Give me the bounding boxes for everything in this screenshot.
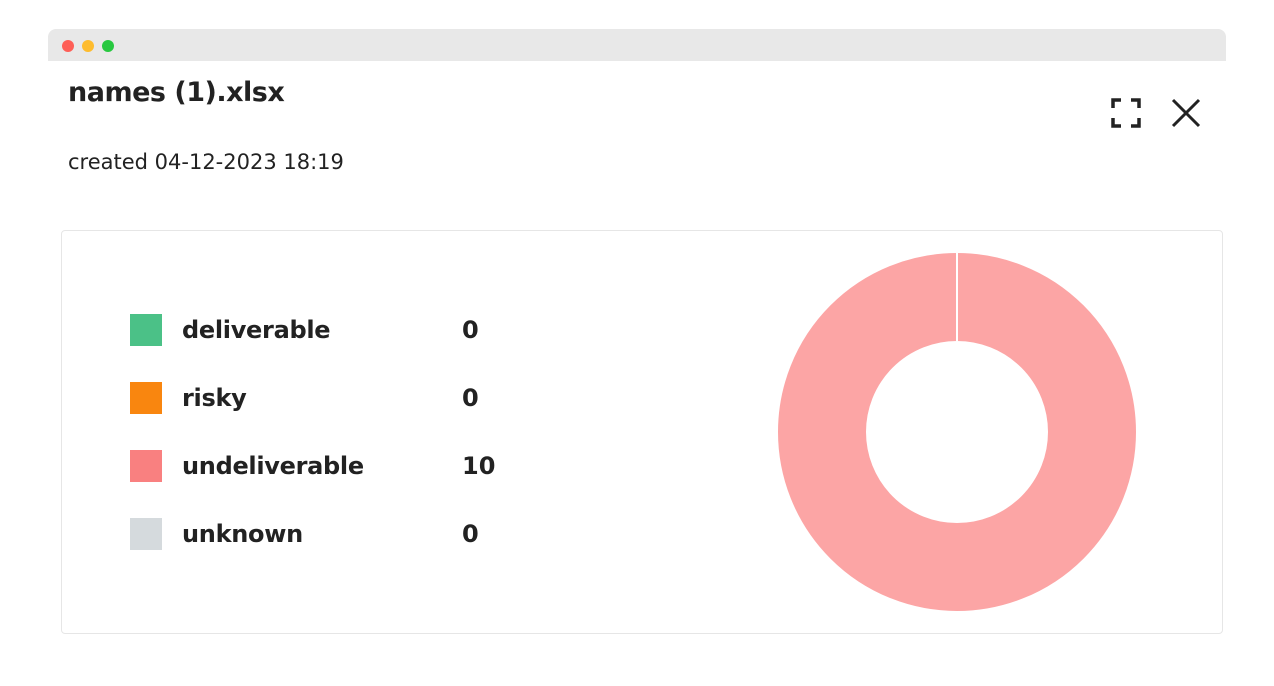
modal-window: names (1).xlsx created 04-12-2023 18:19 … bbox=[48, 29, 1226, 649]
legend-label: deliverable bbox=[182, 316, 331, 344]
legend-swatch bbox=[130, 450, 162, 482]
legend-item-risky: risky 0 bbox=[130, 382, 479, 414]
legend-item-deliverable: deliverable 0 bbox=[130, 314, 479, 346]
legend-item-undeliverable: undeliverable 10 bbox=[130, 450, 495, 482]
legend-swatch bbox=[130, 314, 162, 346]
window-maximize-dot[interactable] bbox=[102, 40, 114, 52]
title-bar bbox=[48, 29, 1226, 61]
legend-label: unknown bbox=[182, 520, 303, 548]
legend-swatch bbox=[130, 518, 162, 550]
file-title: names (1).xlsx bbox=[68, 77, 285, 108]
window-close-dot[interactable] bbox=[62, 40, 74, 52]
legend-label: risky bbox=[182, 384, 247, 412]
fullscreen-icon[interactable] bbox=[1111, 98, 1141, 132]
close-icon[interactable] bbox=[1171, 98, 1201, 132]
legend-value: 0 bbox=[462, 384, 479, 412]
legend-value: 0 bbox=[462, 316, 479, 344]
legend-item-unknown: unknown 0 bbox=[130, 518, 479, 550]
donut-chart bbox=[778, 252, 1136, 611]
window-minimize-dot[interactable] bbox=[82, 40, 94, 52]
legend-value: 0 bbox=[462, 520, 479, 548]
legend-swatch bbox=[130, 382, 162, 414]
created-date: created 04-12-2023 18:19 bbox=[68, 150, 344, 174]
legend-value: 10 bbox=[462, 452, 496, 480]
legend-label: undeliverable bbox=[182, 452, 364, 480]
chart-card: deliverable 0 risky 0 undeliverable 10 u… bbox=[61, 230, 1223, 634]
